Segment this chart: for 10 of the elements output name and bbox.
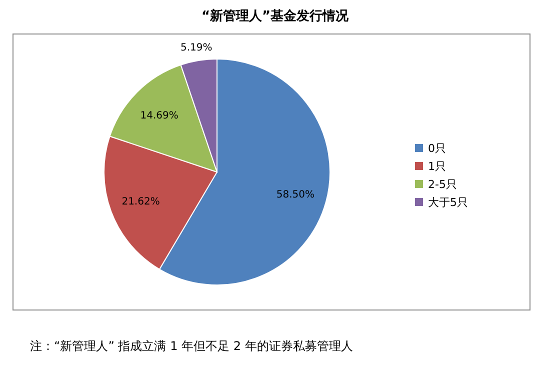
legend-label: 0只 xyxy=(428,142,446,155)
data-label: 14.69% xyxy=(140,110,178,122)
legend-label: 1只 xyxy=(428,160,446,173)
text: 注：“新管理人” 指成立满 1 年但不足 2 年的证券私募管理人 xyxy=(30,339,353,353)
legend-label: 大于5只 xyxy=(428,196,468,209)
data-label: 21.62% xyxy=(122,196,160,208)
chart-title: “新管理人”基金发行情况 xyxy=(201,8,350,24)
data-label: 5.19% xyxy=(180,42,212,54)
legend-label: 2-5只 xyxy=(428,178,457,191)
data-label: 58.50% xyxy=(276,189,315,200)
